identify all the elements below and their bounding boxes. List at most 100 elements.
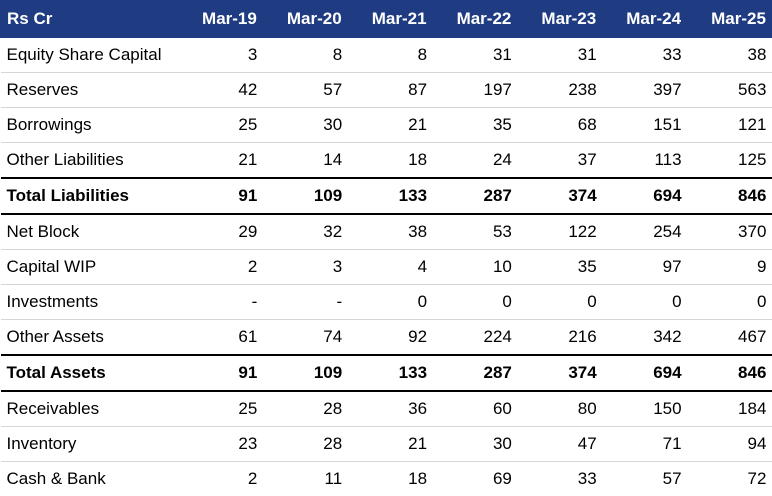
value-cell: 87 xyxy=(348,73,433,108)
value-cell: 287 xyxy=(433,355,518,391)
header-row: Rs Cr Mar-19 Mar-20 Mar-21 Mar-22 Mar-23… xyxy=(1,1,772,38)
value-cell: 125 xyxy=(688,143,772,179)
value-cell: 2 xyxy=(179,462,264,496)
value-cell: 3 xyxy=(179,38,264,73)
value-cell: 694 xyxy=(603,178,688,214)
value-cell: 21 xyxy=(348,108,433,143)
value-cell: 71 xyxy=(603,427,688,462)
value-cell: 113 xyxy=(603,143,688,179)
value-cell: 38 xyxy=(348,214,433,250)
header-cell-unit: Rs Cr xyxy=(1,1,179,38)
value-cell: 28 xyxy=(263,427,348,462)
header-cell-year: Mar-20 xyxy=(263,1,348,38)
value-cell: 694 xyxy=(603,355,688,391)
value-cell: 35 xyxy=(518,250,603,285)
value-cell: 74 xyxy=(263,320,348,356)
value-cell: 216 xyxy=(518,320,603,356)
value-cell: 224 xyxy=(433,320,518,356)
value-cell: 109 xyxy=(263,355,348,391)
value-cell: 122 xyxy=(518,214,603,250)
value-cell: 846 xyxy=(688,178,772,214)
value-cell: 31 xyxy=(518,38,603,73)
row-label: Other Assets xyxy=(1,320,179,356)
value-cell: 374 xyxy=(518,355,603,391)
value-cell: 57 xyxy=(603,462,688,496)
row-label: Investments xyxy=(1,285,179,320)
value-cell: 61 xyxy=(179,320,264,356)
value-cell: 25 xyxy=(179,108,264,143)
header-cell-year: Mar-23 xyxy=(518,1,603,38)
value-cell: 42 xyxy=(179,73,264,108)
value-cell: 287 xyxy=(433,178,518,214)
value-cell: 57 xyxy=(263,73,348,108)
row-label: Inventory xyxy=(1,427,179,462)
header-cell-year: Mar-22 xyxy=(433,1,518,38)
value-cell: 8 xyxy=(348,38,433,73)
value-cell: 4 xyxy=(348,250,433,285)
value-cell: 3 xyxy=(263,250,348,285)
value-cell: 0 xyxy=(603,285,688,320)
value-cell: 37 xyxy=(518,143,603,179)
value-cell: 10 xyxy=(433,250,518,285)
row-label: Total Assets xyxy=(1,355,179,391)
value-cell: - xyxy=(179,285,264,320)
value-cell: 0 xyxy=(348,285,433,320)
value-cell: 18 xyxy=(348,462,433,496)
header-cell-year: Mar-25 xyxy=(688,1,772,38)
value-cell: 150 xyxy=(603,391,688,427)
value-cell: 563 xyxy=(688,73,772,108)
value-cell: 14 xyxy=(263,143,348,179)
value-cell: 91 xyxy=(179,178,264,214)
row-label: Receivables xyxy=(1,391,179,427)
value-cell: 8 xyxy=(263,38,348,73)
value-cell: 53 xyxy=(433,214,518,250)
row-label: Net Block xyxy=(1,214,179,250)
value-cell: 28 xyxy=(263,391,348,427)
value-cell: 97 xyxy=(603,250,688,285)
value-cell: 47 xyxy=(518,427,603,462)
row-label: Total Liabilities xyxy=(1,178,179,214)
value-cell: 467 xyxy=(688,320,772,356)
header-cell-year: Mar-24 xyxy=(603,1,688,38)
value-cell: 31 xyxy=(433,38,518,73)
value-cell: 151 xyxy=(603,108,688,143)
value-cell: 25 xyxy=(179,391,264,427)
value-cell: 69 xyxy=(433,462,518,496)
value-cell: 397 xyxy=(603,73,688,108)
row-label: Borrowings xyxy=(1,108,179,143)
value-cell: 238 xyxy=(518,73,603,108)
row-label: Capital WIP xyxy=(1,250,179,285)
value-cell: 33 xyxy=(518,462,603,496)
value-cell: 32 xyxy=(263,214,348,250)
value-cell: 24 xyxy=(433,143,518,179)
value-cell: 2 xyxy=(179,250,264,285)
value-cell: 29 xyxy=(179,214,264,250)
value-cell: 370 xyxy=(688,214,772,250)
value-cell: 9 xyxy=(688,250,772,285)
row-label: Reserves xyxy=(1,73,179,108)
value-cell: 36 xyxy=(348,391,433,427)
value-cell: 846 xyxy=(688,355,772,391)
value-cell: 33 xyxy=(603,38,688,73)
header-cell-year: Mar-21 xyxy=(348,1,433,38)
value-cell: 0 xyxy=(688,285,772,320)
header-cell-year: Mar-19 xyxy=(179,1,264,38)
row-label: Cash & Bank xyxy=(1,462,179,496)
value-cell: 18 xyxy=(348,143,433,179)
row-label: Other Liabilities xyxy=(1,143,179,179)
value-cell: 21 xyxy=(179,143,264,179)
